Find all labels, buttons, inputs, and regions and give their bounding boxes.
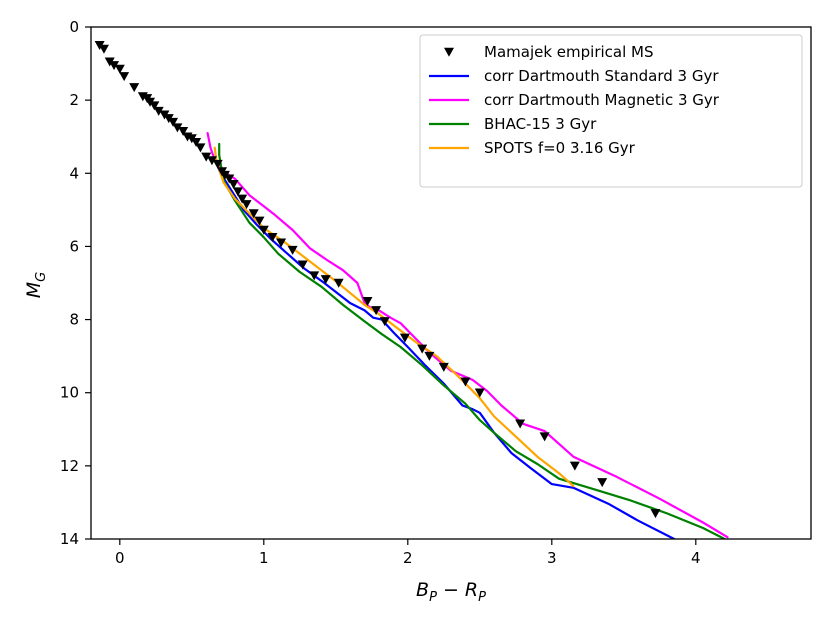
scatter-point xyxy=(178,126,189,136)
series-line-2 xyxy=(218,142,726,539)
y-tick-label: 0 xyxy=(69,18,79,36)
y-tick-label: 6 xyxy=(69,237,79,255)
scatter-layer xyxy=(94,41,661,519)
scatter-point xyxy=(438,362,449,372)
scatter-point xyxy=(417,344,428,354)
scatter-point xyxy=(119,72,130,82)
x-tick-label: 3 xyxy=(547,549,557,567)
scatter-point xyxy=(153,106,164,116)
y-tick-label: 14 xyxy=(60,530,79,548)
scatter-point xyxy=(371,306,382,316)
scatter-point xyxy=(297,260,308,270)
y-tick-label: 12 xyxy=(60,457,79,475)
scatter-point xyxy=(212,159,223,169)
legend-label: BHAC-15 3 Gyr xyxy=(484,115,597,133)
x-tick-label: 1 xyxy=(259,549,269,567)
scatter-point xyxy=(474,388,485,398)
scatter-point xyxy=(320,275,331,285)
scatter-point xyxy=(191,137,202,147)
legend-label: corr Dartmouth Standard 3 Gyr xyxy=(484,67,719,85)
scatter-point xyxy=(515,419,526,429)
scatter-point xyxy=(172,123,183,133)
scatter-point xyxy=(232,187,243,197)
scatter-point xyxy=(424,351,435,361)
scatter-point xyxy=(168,117,179,127)
y-axis: 0 2 4 6 8 10 12 14 xyxy=(60,18,91,548)
scatter-point xyxy=(109,61,120,71)
legend-label: corr Dartmouth Magnetic 3 Gyr xyxy=(484,91,720,109)
scatter-point xyxy=(224,174,235,184)
scatter-point xyxy=(287,245,298,255)
x-tick-label: 4 xyxy=(691,549,701,567)
scatter-point xyxy=(98,44,109,54)
y-tick-label: 8 xyxy=(69,311,79,329)
scatter-point xyxy=(309,271,320,281)
series-line-1 xyxy=(206,132,729,539)
scatter-point xyxy=(597,478,608,488)
scatter-point xyxy=(399,333,410,343)
scatter-point xyxy=(460,377,471,387)
scatter-point xyxy=(201,152,212,162)
scatter-point xyxy=(267,233,278,243)
scatter-point xyxy=(149,101,160,111)
x-tick-label: 0 xyxy=(115,549,125,567)
scatter-point xyxy=(114,64,125,74)
legend: Mamajek empirical MS corr Dartmouth Stand… xyxy=(419,34,803,188)
scatter-point xyxy=(333,278,344,288)
legend-label: Mamajek empirical MS xyxy=(484,43,654,61)
scatter-point xyxy=(650,509,661,519)
y-axis-label: MG xyxy=(23,272,49,298)
scatter-point xyxy=(228,180,239,190)
scatter-point xyxy=(241,200,252,210)
x-axis-label: BP − RP xyxy=(416,579,486,605)
y-tick-label: 10 xyxy=(60,384,79,402)
scatter-point xyxy=(206,156,217,166)
scatter-point xyxy=(362,297,373,307)
y-tick-label: 4 xyxy=(69,164,79,182)
scatter-point xyxy=(248,209,259,219)
series-line-3 xyxy=(213,146,575,488)
legend-marker xyxy=(444,47,454,57)
scatter-point xyxy=(129,83,140,93)
y-tick-label: 2 xyxy=(69,91,79,109)
x-tick-label: 2 xyxy=(403,549,413,567)
scatter-point xyxy=(195,143,206,153)
plot-frame xyxy=(90,26,812,540)
scatter-point xyxy=(539,432,550,442)
scatter-point xyxy=(254,216,265,226)
scatter-point xyxy=(258,225,269,235)
scatter-point xyxy=(569,461,580,471)
legend-label: SPOTS f=0 3.16 Gyr xyxy=(484,139,636,157)
scatter-point xyxy=(237,194,248,204)
x-axis: 0 1 2 3 4 xyxy=(115,539,701,567)
scatter-point xyxy=(276,238,287,248)
scatter-point xyxy=(379,317,390,327)
legend-frame xyxy=(419,34,803,188)
